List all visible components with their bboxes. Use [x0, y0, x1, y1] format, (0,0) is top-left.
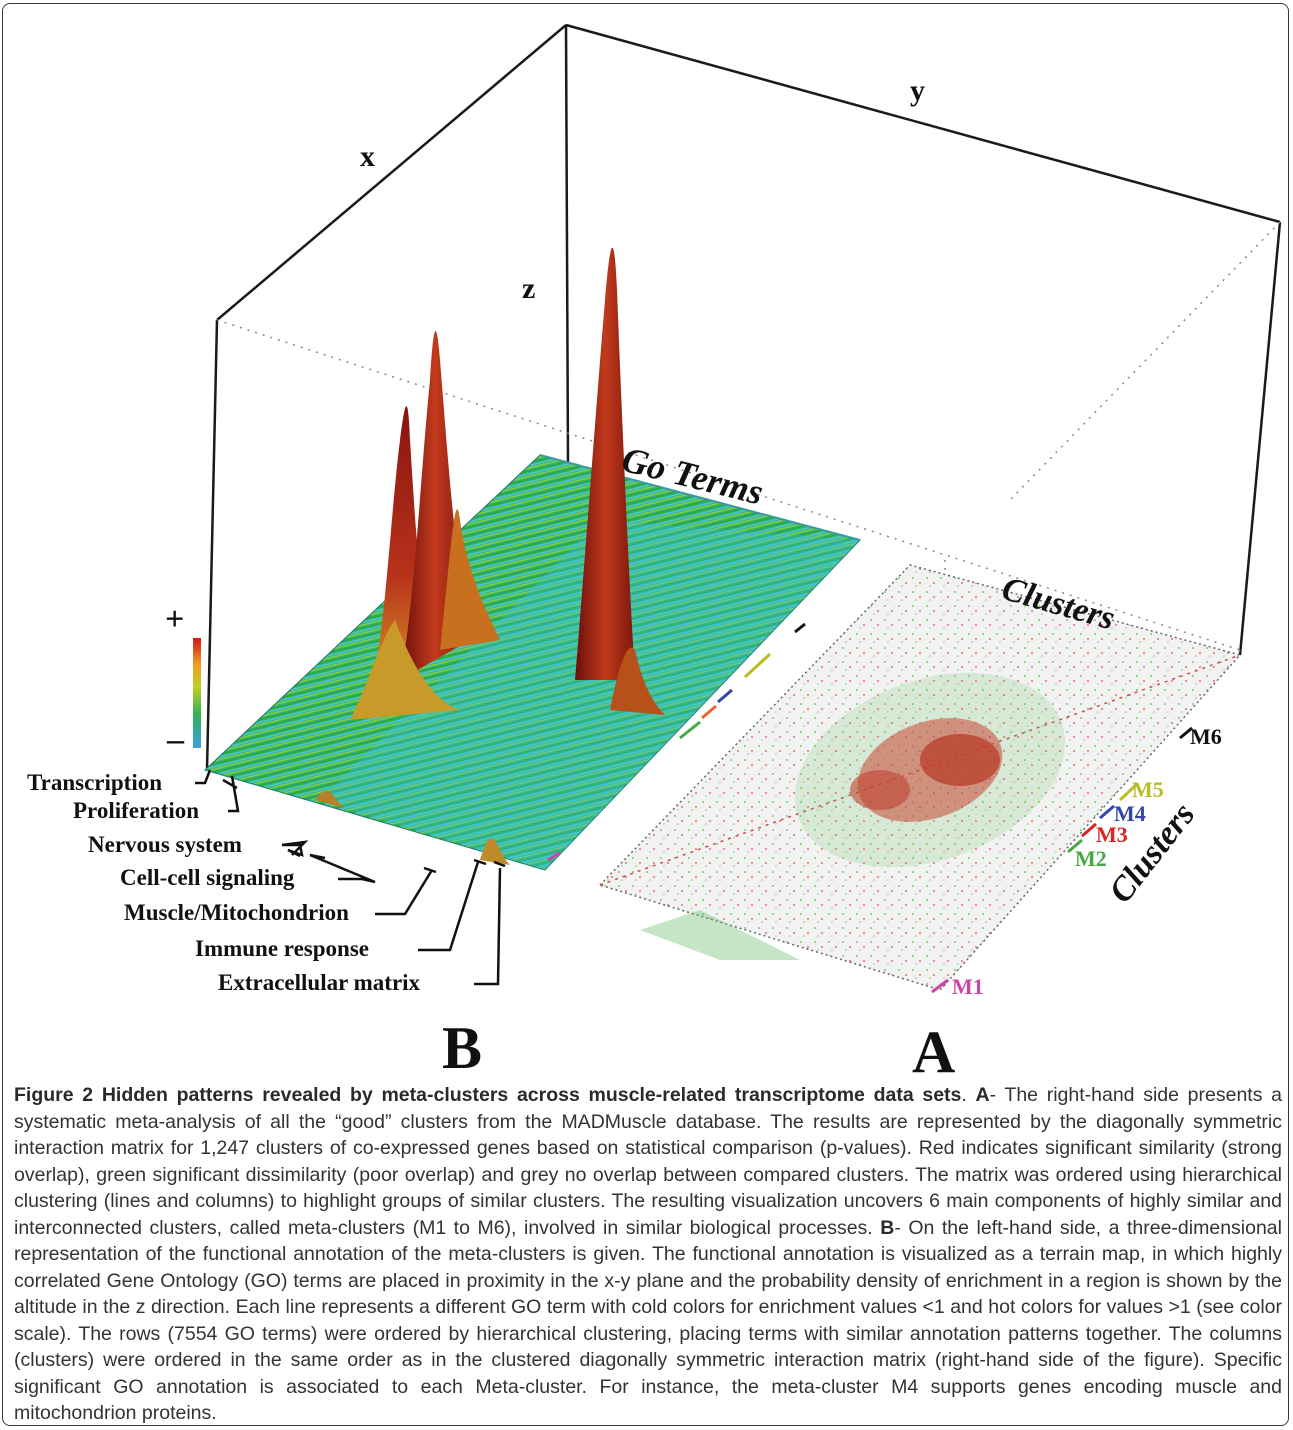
- meta-cluster-m2: M2: [1075, 846, 1107, 871]
- panel-label-a: A: [912, 1019, 955, 1080]
- caption-figure-number: Figure 2: [14, 1084, 94, 1106]
- figure-frame: [2, 3, 1289, 1426]
- caption-separator: .: [961, 1084, 976, 1106]
- caption-title: Hidden patterns revealed by meta-cluster…: [101, 1084, 962, 1106]
- axis-label-y: y: [910, 74, 925, 107]
- caption-panel-a-letter: A: [975, 1084, 990, 1106]
- color-scale-minus: –: [166, 721, 185, 758]
- bounding-box: [205, 23, 1282, 771]
- go-label-extracellular-matrix: Extracellular matrix: [218, 970, 421, 995]
- caption-panel-b-text: - On the left-hand side, a three-dimensi…: [14, 1216, 1282, 1425]
- meta-cluster-m3: M3: [1096, 822, 1128, 847]
- go-leader-lines: [195, 769, 506, 986]
- go-label-muscle-mitochondrion: Muscle/Mitochondrion: [124, 900, 349, 925]
- color-scale-plus: +: [165, 601, 184, 638]
- meta-cluster-m5: M5: [1132, 777, 1164, 802]
- interaction-matrix: [598, 564, 1242, 991]
- terrain-meta-ticks: [547, 622, 806, 862]
- go-label-immune-response: Immune response: [195, 936, 369, 961]
- color-scale-bar: [193, 638, 201, 748]
- meta-cluster-labels: M1 M2 M3 M4 M5 M6: [931, 724, 1222, 999]
- caption-panel-b-letter: B: [880, 1216, 895, 1239]
- meta-cluster-m1: M1: [952, 974, 984, 999]
- meta-cluster-m6: M6: [1190, 724, 1222, 749]
- color-scale: + –: [165, 601, 201, 758]
- panel-label-b: B: [442, 1015, 482, 1080]
- go-label-cell-cell-signaling: Cell-cell signaling: [120, 865, 295, 890]
- terrain-surface: [204, 247, 861, 871]
- meta-cluster-m4: M4: [1114, 801, 1146, 826]
- axis-label-x: x: [360, 140, 375, 173]
- axis-label-z: z: [522, 272, 535, 305]
- go-label-nervous-system: Nervous system: [88, 832, 242, 857]
- caption-panel-a-text: - The right-hand side presents a systema…: [14, 1084, 1282, 1239]
- figure-3d-plot: x y z Go Terms + –: [27, 23, 1282, 1080]
- figure-caption: Figure 2 Hidden patterns revealed by met…: [14, 1082, 1282, 1427]
- go-label-transcription: Transcription: [27, 770, 162, 795]
- go-category-labels: Transcription Proliferation Nervous syst…: [27, 770, 421, 995]
- go-label-proliferation: Proliferation: [73, 798, 199, 823]
